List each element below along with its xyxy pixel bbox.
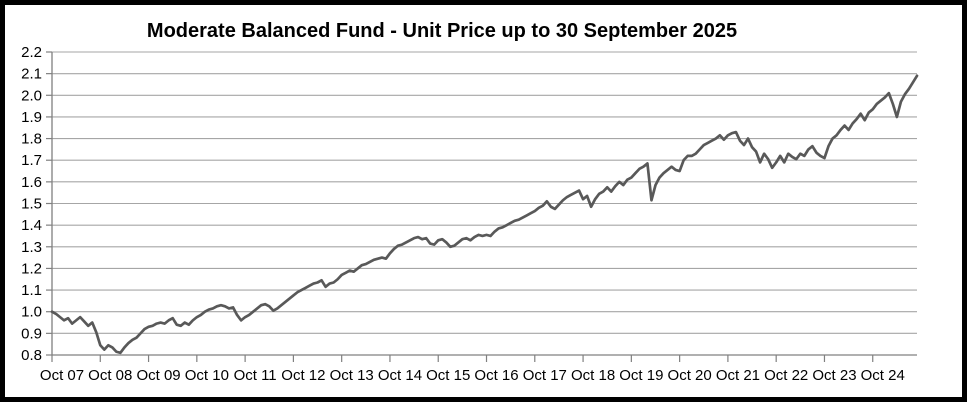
x-axis-tick-label: Oct 17 <box>523 367 567 384</box>
y-axis-tick-label: 1.2 <box>21 260 42 277</box>
y-axis-tick-label: 1.8 <box>21 131 42 148</box>
y-axis-tick-label: 1.0 <box>21 304 42 321</box>
chart-title: Moderate Balanced Fund - Unit Price up t… <box>147 20 737 42</box>
y-axis-tick-label: 1.4 <box>21 217 42 234</box>
x-axis-tick-label: Oct 18 <box>571 367 615 384</box>
y-axis-tick-label: 1.7 <box>21 152 42 169</box>
x-axis-tick-label: Oct 20 <box>668 367 712 384</box>
y-axis-tick-label: 1.6 <box>21 174 42 191</box>
y-axis-tick-label: 1.9 <box>21 109 42 126</box>
x-axis-tick-label: Oct 19 <box>619 367 663 384</box>
gridline-layer <box>52 51 917 356</box>
axis-layer <box>46 51 917 362</box>
x-axis-tick-label: Oct 23 <box>812 367 856 384</box>
axis-label-layer: 0.8 0.9 1.0 1.1 1.2 1.3 1.4 1.5 1.6 1.7 1.8 1.9 2.0 2… <box>21 44 905 384</box>
x-axis-tick-label: Oct 08 <box>88 367 132 384</box>
x-axis-tick-label: Oct 24 <box>861 367 905 384</box>
x-axis-tick-label: Oct 07 <box>40 367 84 384</box>
x-axis-tick-label: Oct 12 <box>281 367 325 384</box>
x-axis-tick-label: Oct 22 <box>764 367 808 384</box>
y-axis-tick-label: 0.8 <box>21 347 42 364</box>
y-axis-tick-label: 1.3 <box>21 239 42 256</box>
y-axis-tick-label: 2.1 <box>21 66 42 83</box>
x-axis-tick-label: Oct 09 <box>136 367 180 384</box>
x-axis-tick-label: Oct 14 <box>378 367 422 384</box>
x-axis-tick-label: Oct 16 <box>474 367 518 384</box>
x-axis-tick-label: Oct 13 <box>330 367 374 384</box>
y-axis-tick-label: 2.0 <box>21 87 42 104</box>
unit-price-line <box>50 74 919 355</box>
x-axis-tick-label: Oct 10 <box>185 367 229 384</box>
y-axis-tick-label: 0.9 <box>21 325 42 342</box>
x-axis-tick-label: Oct 11 <box>234 367 277 384</box>
y-axis-tick-label: 2.2 <box>21 44 42 61</box>
x-axis-tick-label: Oct 15 <box>426 367 470 384</box>
x-axis-tick-label: Oct 21 <box>716 367 760 384</box>
y-axis-tick-label: 1.5 <box>21 196 42 213</box>
y-axis-tick-label: 1.1 <box>21 282 42 299</box>
series-layer <box>50 74 919 355</box>
